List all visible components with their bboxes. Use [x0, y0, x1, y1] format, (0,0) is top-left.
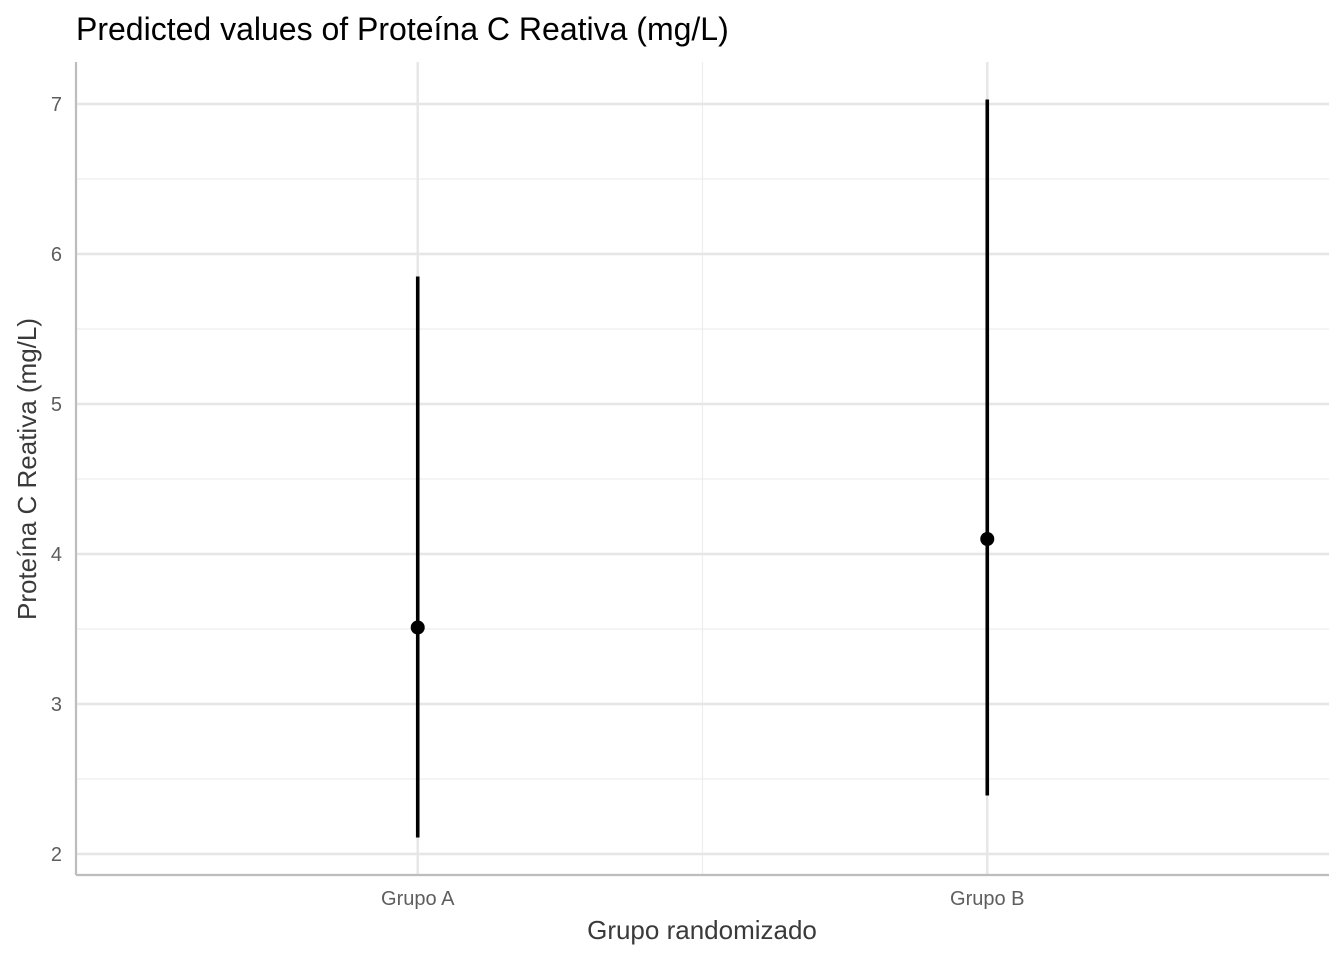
y-axis-title: Proteína C Reativa (mg/L): [12, 318, 42, 620]
minor-gridlines: [76, 62, 1329, 875]
chart-title: Predicted values of Proteína C Reativa (…: [76, 11, 729, 47]
axes: [74, 62, 1329, 877]
data-point-grupo-b: [980, 532, 995, 546]
y-tick-labels: 2 3 4 5 6 7: [51, 94, 62, 866]
x-tick-labels: Grupo A Grupo B: [381, 888, 1024, 910]
error-bars: [415, 99, 990, 838]
y-tick-label: 5: [51, 394, 62, 416]
y-tick-label: 6: [51, 244, 62, 266]
x-tick-label: Grupo A: [381, 888, 455, 910]
y-tick-label: 7: [51, 94, 62, 116]
data-points: [410, 532, 995, 635]
y-tick-label: 4: [51, 544, 62, 566]
x-tick-label: Grupo B: [950, 888, 1024, 910]
y-tick-label: 2: [51, 844, 62, 866]
x-axis-title: Grupo randomizado: [587, 915, 817, 945]
data-point-grupo-a: [410, 620, 425, 635]
y-tick-label: 3: [51, 694, 62, 716]
